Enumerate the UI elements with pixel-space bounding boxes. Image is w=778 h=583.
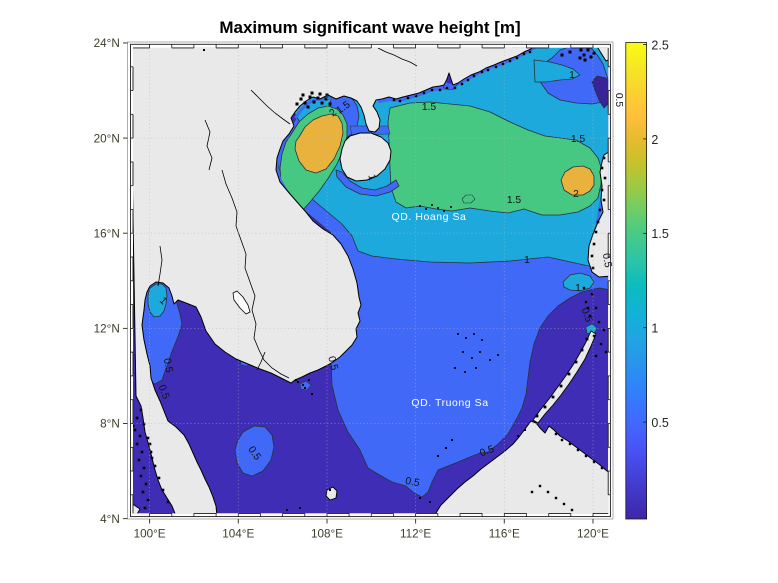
svg-text:1.5: 1.5 — [651, 227, 668, 241]
svg-text:116°E: 116°E — [489, 528, 520, 541]
svg-text:0.5: 0.5 — [579, 307, 594, 324]
svg-text:1.5: 1.5 — [571, 134, 586, 145]
svg-text:2: 2 — [573, 189, 579, 200]
svg-text:1: 1 — [575, 283, 581, 294]
svg-text:1.5: 1.5 — [422, 102, 437, 113]
svg-text:108°E: 108°E — [311, 528, 343, 541]
svg-text:0.5: 0.5 — [325, 355, 339, 372]
svg-text:8°N: 8°N — [100, 418, 120, 431]
svg-text:Maximum significant wave heigh: Maximum significant wave height [m] — [219, 18, 520, 37]
svg-text:0.5: 0.5 — [479, 444, 496, 459]
svg-text:0.5: 0.5 — [613, 93, 624, 108]
svg-text:1: 1 — [365, 173, 377, 182]
svg-text:1: 1 — [651, 322, 658, 336]
svg-text:1: 1 — [569, 70, 575, 81]
svg-text:0.5: 0.5 — [600, 253, 613, 269]
svg-text:16°N: 16°N — [94, 227, 120, 240]
svg-text:104°E: 104°E — [222, 528, 254, 541]
svg-text:112°E: 112°E — [400, 528, 431, 541]
svg-text:20°N: 20°N — [94, 132, 120, 145]
svg-text:2: 2 — [651, 133, 658, 147]
svg-text:24°N: 24°N — [94, 37, 120, 50]
svg-text:2.5: 2.5 — [651, 38, 668, 52]
svg-text:0.5: 0.5 — [651, 416, 668, 430]
svg-text:12°N: 12°N — [94, 323, 120, 336]
svg-text:2: 2 — [328, 107, 340, 119]
svg-text:0.5: 0.5 — [161, 358, 174, 374]
svg-text:0.5: 0.5 — [404, 476, 420, 489]
svg-text:0.5: 0.5 — [156, 384, 171, 401]
svg-text:4°N: 4°N — [100, 513, 120, 526]
svg-text:1: 1 — [524, 255, 530, 266]
svg-text:1.5: 1.5 — [507, 195, 522, 206]
svg-text:QD. Hoang Sa: QD. Hoang Sa — [392, 211, 467, 223]
svg-text:100°E: 100°E — [134, 528, 166, 541]
svg-text:QD. Truong Sa: QD. Truong Sa — [411, 397, 488, 409]
svg-text:120°E: 120°E — [577, 528, 609, 541]
